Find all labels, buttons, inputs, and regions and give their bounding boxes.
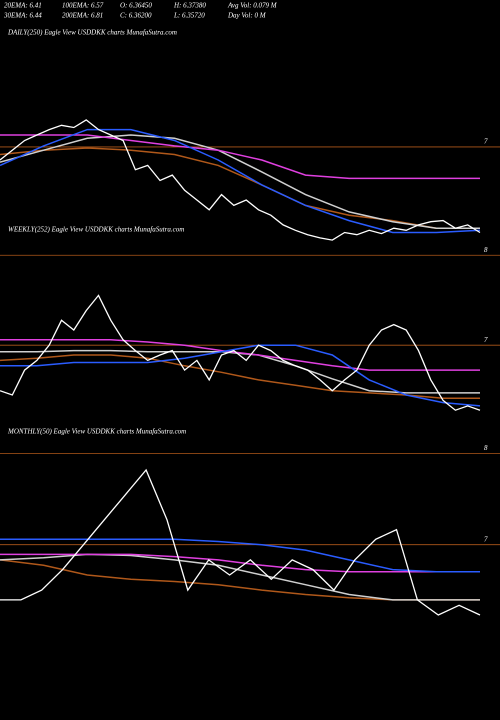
y-tick-label: 7: [484, 336, 488, 344]
y-tick-label: 7: [484, 138, 488, 146]
header-stat: L: 6.35720: [173, 12, 205, 20]
header-stat: H: 6.37380: [173, 2, 206, 10]
series-line: [0, 354, 480, 400]
series-line: [0, 147, 480, 229]
series-line: [0, 553, 480, 601]
header-stat: 100EMA: 6.57: [62, 2, 104, 10]
series-line: [0, 339, 480, 371]
series-line: [0, 134, 480, 180]
y-tick-label: 8: [484, 444, 488, 452]
header-stat: O: 6.36450: [120, 2, 152, 10]
series-line: [0, 553, 480, 573]
series-line: [0, 344, 481, 407]
series-line: [0, 349, 480, 394]
y-tick-label: 8: [484, 246, 488, 254]
series-line: [0, 294, 481, 411]
header-stat: C: 6.36200: [120, 12, 152, 20]
header-stat: Day Vol: 0 M: [227, 12, 267, 20]
panel-title: WEEKLY(252) Eagle View USDDKK charts Mun…: [8, 226, 184, 234]
panel-title: DAILY(250) Eagle View USDDKK charts Muna…: [7, 29, 177, 37]
series-line: [0, 119, 481, 241]
header-stat: 200EMA: 6.81: [62, 12, 103, 20]
series-line: [0, 128, 481, 234]
series-line: [0, 559, 480, 601]
header-stat: 20EMA: 6.41: [4, 2, 42, 10]
series-line: [0, 538, 480, 573]
y-tick-label: 7: [484, 535, 488, 543]
series-line: [0, 134, 480, 229]
series-line: [0, 468, 481, 616]
header-stat: 30EMA: 6.44: [3, 12, 42, 20]
panel-title: MONTHLY(50) Eagle View USDDKK charts Mun…: [7, 428, 186, 436]
header-stat: Avg Vol: 0.079 M: [227, 2, 278, 10]
